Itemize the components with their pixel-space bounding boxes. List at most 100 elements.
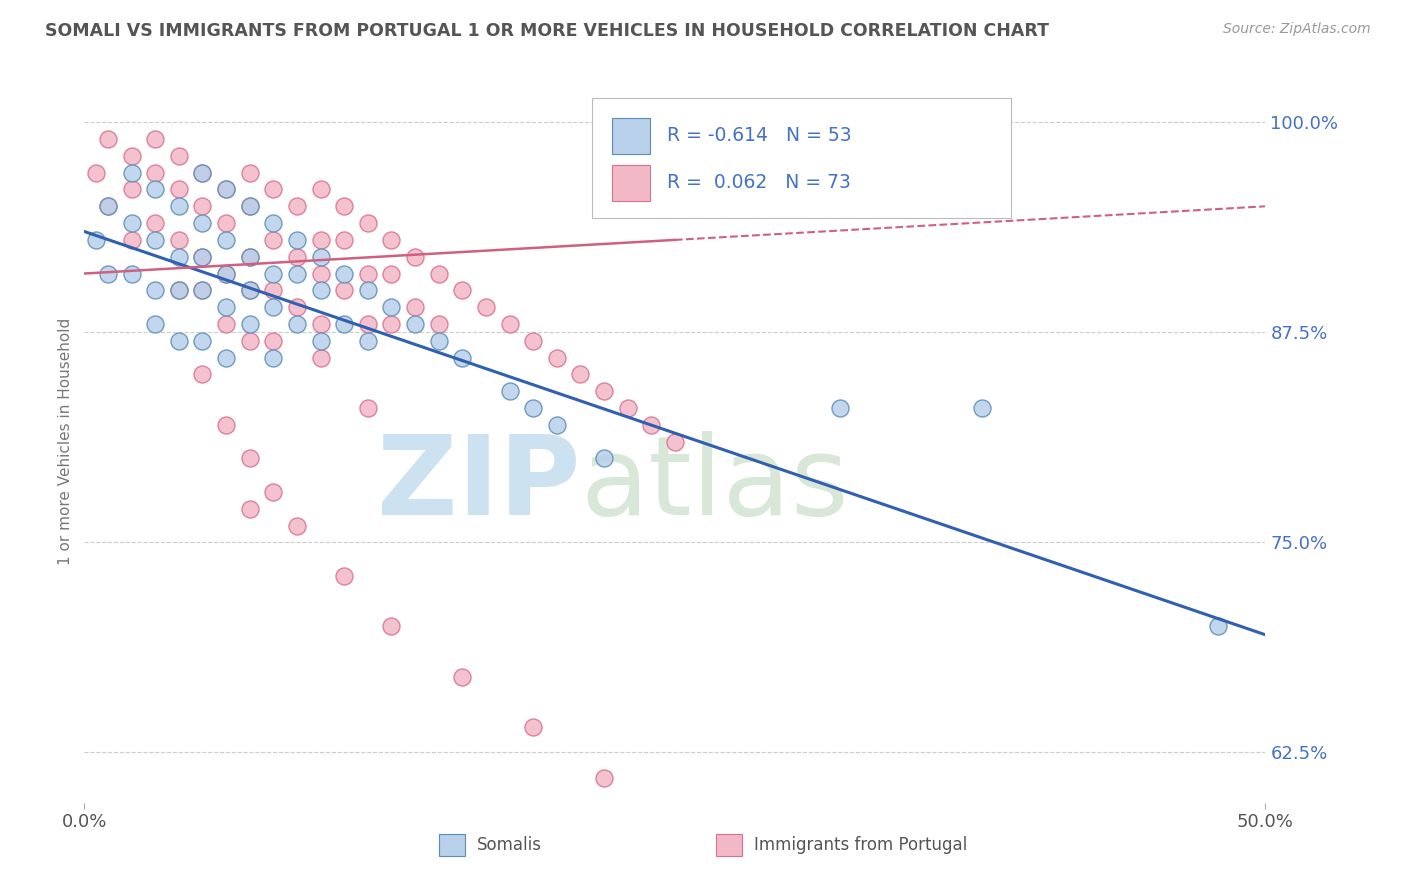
Point (143, 166, 166, 180)
Point (380, 267, 402, 281)
Point (309, 267, 332, 281)
Point (97, 267, 120, 281)
Point (546, 417, 568, 432)
Point (380, 300, 402, 314)
Point (309, 283, 332, 297)
Point (262, 233, 284, 247)
Text: ZIP: ZIP (377, 432, 581, 539)
Text: R = -0.614   N = 53: R = -0.614 N = 53 (666, 127, 851, 145)
Point (357, 283, 380, 297)
Point (285, 317, 308, 331)
Point (498, 384, 520, 398)
Point (640, 417, 662, 432)
Point (357, 401, 380, 415)
Point (191, 368, 214, 382)
Point (97, 199, 120, 213)
Point (143, 216, 166, 230)
Point (215, 417, 238, 432)
Point (215, 351, 238, 365)
Point (191, 283, 214, 297)
Point (309, 351, 332, 365)
Point (84, 166, 107, 180)
Point (262, 216, 284, 230)
Point (404, 300, 426, 314)
Point (239, 250, 262, 264)
Point (239, 317, 262, 331)
Point (333, 267, 356, 281)
Point (830, 401, 852, 415)
Point (239, 283, 262, 297)
Point (522, 401, 544, 415)
Point (239, 283, 262, 297)
Point (380, 619, 402, 633)
Point (167, 250, 190, 264)
Point (664, 434, 686, 449)
Point (616, 401, 638, 415)
Point (84, 233, 107, 247)
Point (285, 233, 308, 247)
Point (191, 334, 214, 348)
Point (333, 283, 356, 297)
Point (167, 199, 190, 213)
Bar (612, 118, 650, 154)
Point (593, 384, 616, 398)
Point (167, 283, 190, 297)
Point (143, 317, 166, 331)
Point (569, 368, 592, 382)
Point (285, 250, 308, 264)
Point (357, 216, 380, 230)
Point (380, 317, 402, 331)
Point (285, 518, 308, 533)
Point (239, 199, 262, 213)
Bar (612, 165, 650, 201)
Point (309, 317, 332, 331)
Point (143, 182, 166, 196)
Point (121, 182, 143, 196)
Text: SOMALI VS IMMIGRANTS FROM PORTUGAL 1 OR MORE VEHICLES IN HOUSEHOLD CORRELATION C: SOMALI VS IMMIGRANTS FROM PORTUGAL 1 OR … (45, 22, 1049, 40)
Point (121, 166, 143, 180)
Point (191, 250, 214, 264)
Point (357, 267, 380, 281)
Point (262, 182, 284, 196)
FancyBboxPatch shape (592, 98, 1011, 218)
Point (333, 233, 356, 247)
Bar (716, 834, 742, 855)
Point (215, 317, 238, 331)
Point (285, 199, 308, 213)
Y-axis label: 1 or more Vehicles in Household: 1 or more Vehicles in Household (58, 318, 73, 566)
Point (380, 233, 402, 247)
Point (143, 283, 166, 297)
Point (97, 199, 120, 213)
Point (309, 182, 332, 196)
Point (1206, 619, 1229, 633)
Point (239, 334, 262, 348)
Point (215, 216, 238, 230)
Point (191, 166, 214, 180)
Text: atlas: atlas (581, 432, 849, 539)
Point (239, 451, 262, 466)
Point (404, 250, 426, 264)
Point (593, 771, 616, 785)
Point (143, 233, 166, 247)
Point (309, 250, 332, 264)
Point (167, 334, 190, 348)
Point (262, 334, 284, 348)
Point (970, 401, 993, 415)
Point (191, 216, 214, 230)
Point (191, 166, 214, 180)
Point (239, 166, 262, 180)
Point (167, 283, 190, 297)
Bar (439, 834, 464, 855)
Point (215, 300, 238, 314)
Point (262, 300, 284, 314)
Point (285, 267, 308, 281)
Point (167, 233, 190, 247)
Point (239, 501, 262, 516)
Point (451, 351, 474, 365)
Point (167, 182, 190, 196)
Point (215, 233, 238, 247)
Point (522, 720, 544, 734)
Point (215, 182, 238, 196)
Point (191, 199, 214, 213)
Point (333, 569, 356, 583)
